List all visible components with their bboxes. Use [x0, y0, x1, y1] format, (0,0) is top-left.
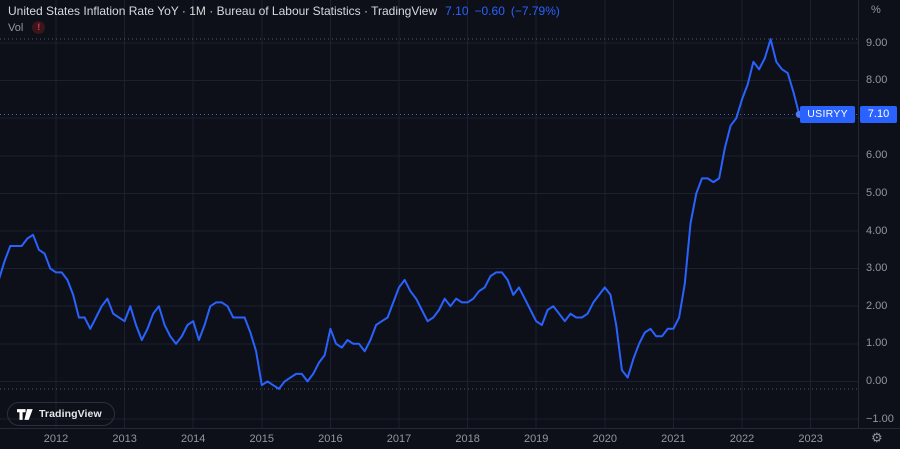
- data-warning-icon[interactable]: !: [32, 21, 46, 34]
- tradingview-logo-pill[interactable]: TradingView: [7, 402, 115, 426]
- legend-values: 7.10 −0.60 (−7.79%): [445, 4, 560, 19]
- price-chart-canvas[interactable]: [0, 0, 858, 428]
- price-tick-label: −1.00: [866, 412, 894, 425]
- price-tick-label: 1.00: [866, 337, 888, 350]
- price-tick-label: 4.00: [866, 224, 888, 237]
- time-tick-label: 2015: [249, 433, 275, 445]
- time-scale[interactable]: 2012 2013 2014 2015 2016 2017 2018 2019 2020 2021…: [0, 428, 900, 449]
- time-tick-label: 2014: [180, 433, 206, 445]
- price-tick-label: 8.00: [866, 74, 888, 87]
- price-scale[interactable]: % 9.008.007.006.005.004.003.002.001.000.…: [858, 0, 900, 428]
- change-value: −0.60: [474, 4, 505, 18]
- time-tick-label: 2023: [798, 433, 823, 445]
- settings-gear-icon[interactable]: ⚙: [871, 430, 883, 445]
- time-tick-label: 2019: [523, 433, 549, 445]
- last-value: 7.10: [445, 4, 469, 18]
- time-tick-label: 2021: [661, 433, 686, 445]
- price-tick-label: 2.00: [866, 299, 888, 312]
- symbol-price-label-badge[interactable]: USIRYY: [800, 105, 855, 123]
- high-low-reference-lines: [0, 38, 858, 390]
- time-tick-label: 2012: [43, 433, 69, 445]
- time-tick-label: 2017: [386, 433, 412, 445]
- time-tick-label: 2013: [112, 433, 137, 445]
- volume-legend-row: Vol !: [8, 21, 46, 34]
- price-tick-label: 0.00: [866, 374, 888, 387]
- tradingview-logo-icon: [17, 408, 33, 420]
- time-tick-label: 2020: [592, 433, 618, 445]
- time-tick-label: 2016: [318, 433, 343, 445]
- time-tick-label: 2022: [729, 433, 755, 445]
- price-tick-label: 9.00: [866, 36, 888, 49]
- price-tick-label: 5.00: [866, 186, 888, 199]
- price-tick-label: 6.00: [866, 149, 888, 162]
- price-tick-label: 3.00: [866, 262, 888, 275]
- grid-lines: [0, 0, 858, 428]
- price-unit-label: %: [871, 4, 881, 16]
- legend-row: United States Inflation Rate YoY · 1M · …: [8, 4, 560, 19]
- change-percent: (−7.79%): [510, 4, 560, 18]
- symbol-title[interactable]: United States Inflation Rate YoY · 1M · …: [8, 4, 438, 18]
- last-price-badge: 7.10: [860, 105, 897, 123]
- volume-label[interactable]: Vol: [8, 21, 24, 34]
- tradingview-logo-text: TradingView: [39, 408, 102, 420]
- time-tick-label: 2018: [455, 433, 480, 445]
- series-line: [0, 38, 801, 390]
